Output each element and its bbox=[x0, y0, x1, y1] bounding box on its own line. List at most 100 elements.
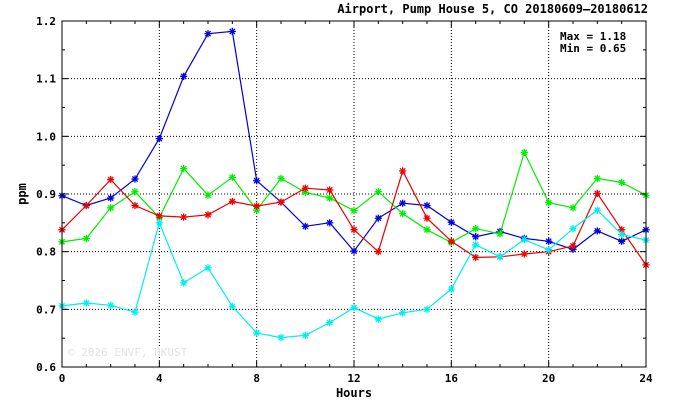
max-label: Max = 1.18 bbox=[560, 30, 626, 43]
data-point bbox=[545, 199, 553, 207]
y-tick-label: 0.8 bbox=[36, 246, 56, 259]
data-point bbox=[107, 175, 115, 184]
y-tick-label: 0.6 bbox=[36, 361, 56, 374]
data-point bbox=[374, 214, 382, 222]
data-point bbox=[374, 248, 382, 256]
data-point bbox=[569, 204, 577, 212]
data-point bbox=[472, 241, 480, 249]
data-point bbox=[204, 191, 212, 199]
x-tick-label: 12 bbox=[347, 372, 360, 385]
data-point bbox=[569, 225, 577, 233]
data-point bbox=[180, 279, 188, 287]
data-point bbox=[472, 225, 480, 233]
data-point bbox=[496, 253, 504, 261]
watermark: © 2026 ENVF, HKUST bbox=[68, 346, 188, 359]
data-point bbox=[423, 305, 431, 313]
data-point bbox=[82, 201, 90, 210]
data-point bbox=[374, 188, 382, 196]
data-point bbox=[301, 184, 309, 192]
data-point bbox=[277, 333, 285, 342]
x-tick-label: 8 bbox=[253, 372, 260, 385]
data-point bbox=[423, 201, 431, 210]
data-point bbox=[399, 210, 407, 218]
data-point bbox=[350, 304, 358, 312]
y-tick-label: 0.7 bbox=[36, 303, 56, 316]
data-point bbox=[131, 308, 139, 316]
data-point bbox=[545, 237, 553, 245]
data-point bbox=[593, 206, 601, 214]
data-point bbox=[180, 72, 188, 80]
data-point bbox=[593, 189, 601, 198]
data-point bbox=[326, 194, 334, 202]
y-tick-label: 1.0 bbox=[36, 130, 56, 143]
y-tick-label: 1.1 bbox=[36, 73, 56, 86]
data-point bbox=[228, 27, 236, 35]
data-point bbox=[569, 242, 577, 250]
data-point bbox=[447, 218, 455, 226]
x-tick-label: 24 bbox=[639, 372, 653, 385]
data-point bbox=[399, 167, 407, 175]
data-point bbox=[155, 219, 163, 227]
tick-layer: 0 4 8 12 16 20 24 0.6 0.7 0.8 0.9 1.0 1.1 1.2 bbox=[36, 15, 653, 385]
data-point bbox=[228, 302, 236, 311]
data-point bbox=[618, 178, 626, 187]
data-point bbox=[155, 212, 163, 220]
y-tick-label: 0.9 bbox=[36, 188, 56, 201]
data-point bbox=[204, 264, 212, 272]
series-layer bbox=[58, 27, 650, 342]
data-point bbox=[520, 148, 528, 157]
data-point bbox=[350, 207, 358, 215]
min-label: Min = 0.65 bbox=[560, 42, 626, 55]
y-axis-label: ppm bbox=[15, 183, 29, 205]
data-point bbox=[131, 201, 139, 210]
y-tick-label: 1.2 bbox=[36, 15, 56, 28]
data-point bbox=[277, 198, 285, 206]
data-point bbox=[520, 235, 528, 244]
data-point bbox=[107, 194, 115, 202]
data-point bbox=[204, 30, 212, 38]
data-point bbox=[82, 299, 90, 307]
data-point bbox=[107, 301, 115, 309]
data-point bbox=[350, 247, 358, 255]
grid-layer bbox=[62, 21, 646, 367]
series-2 bbox=[58, 148, 650, 247]
data-point bbox=[447, 237, 455, 245]
data-point bbox=[326, 219, 334, 227]
data-point bbox=[618, 230, 626, 238]
x-tick-label: 20 bbox=[542, 372, 555, 385]
data-point bbox=[593, 227, 601, 235]
data-point bbox=[253, 177, 261, 185]
data-point bbox=[82, 234, 90, 243]
data-point bbox=[301, 222, 309, 230]
chart-title: Airport, Pump House 5, CO 20180609–20180… bbox=[337, 2, 648, 16]
data-point bbox=[545, 246, 553, 254]
data-point bbox=[155, 135, 163, 143]
data-point bbox=[277, 174, 285, 183]
data-point bbox=[301, 331, 309, 339]
data-point bbox=[228, 173, 236, 181]
data-point bbox=[399, 199, 407, 207]
data-point bbox=[472, 233, 480, 241]
data-point bbox=[180, 213, 188, 221]
x-tick-label: 4 bbox=[156, 372, 163, 385]
data-point bbox=[496, 230, 504, 238]
data-point bbox=[180, 165, 188, 173]
data-point bbox=[423, 226, 431, 234]
data-point bbox=[618, 237, 626, 245]
data-point bbox=[131, 175, 139, 183]
series-4 bbox=[58, 206, 650, 342]
data-point bbox=[228, 197, 236, 206]
data-point bbox=[253, 202, 261, 210]
data-point bbox=[374, 315, 382, 323]
data-point bbox=[472, 253, 480, 262]
data-point bbox=[447, 285, 455, 293]
data-point bbox=[326, 318, 334, 327]
data-point bbox=[204, 211, 212, 219]
x-axis-label: Hours bbox=[336, 386, 372, 400]
data-point bbox=[520, 250, 528, 258]
x-tick-label: 16 bbox=[445, 372, 459, 385]
data-point bbox=[350, 226, 358, 234]
data-point bbox=[131, 188, 139, 196]
